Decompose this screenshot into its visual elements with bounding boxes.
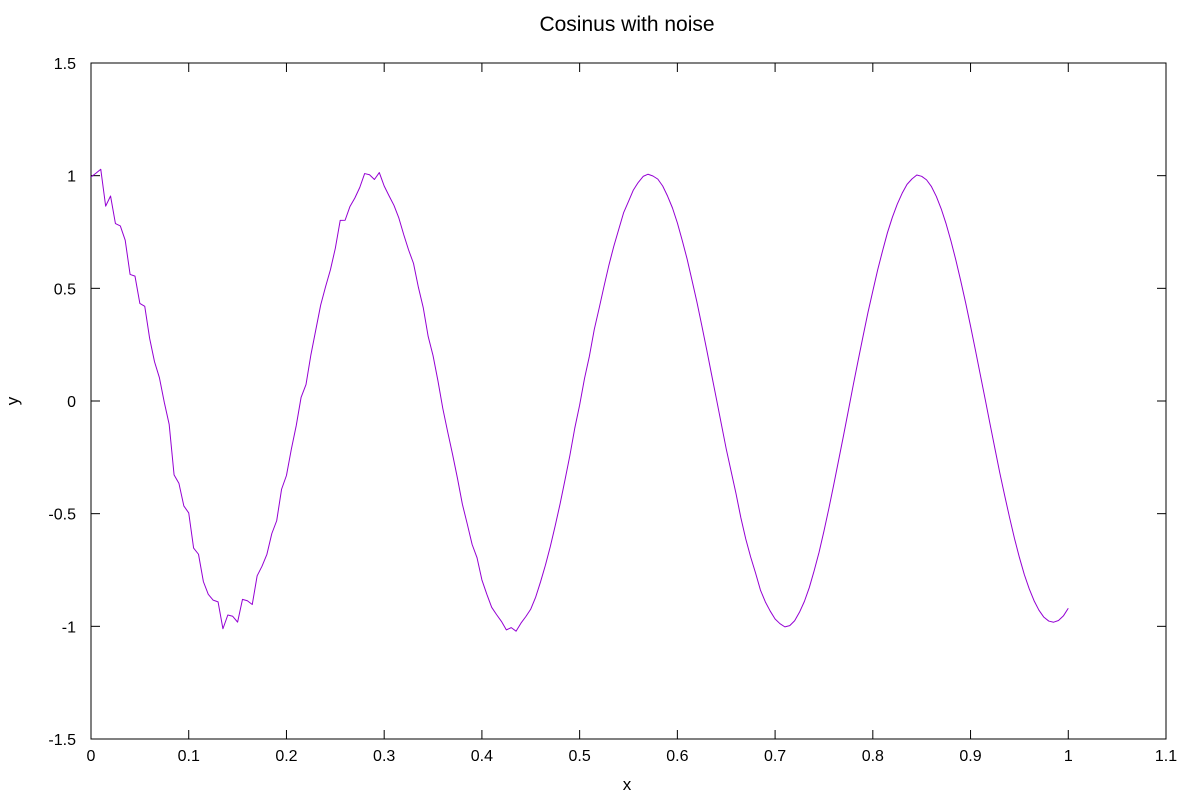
x-tick-label: 1.1 [1155,748,1177,765]
x-tick-label: 1 [1064,748,1073,765]
y-tick-label: 1.5 [54,56,76,73]
x-tick-label: 0.2 [275,748,297,765]
chart-title: Cosinus with noise [539,13,714,36]
y-tick-label: -1.5 [48,732,76,749]
x-axis-label: x [623,775,632,794]
y-tick-label: 0.5 [54,281,76,298]
plot-frame [90,62,1167,740]
x-tick-label: 0.8 [862,748,884,765]
y-tick-label: 0 [67,394,76,411]
y-tick-label: 1 [67,169,76,186]
x-tick-label: 0.7 [764,748,786,765]
x-tick-label: 0.9 [959,748,981,765]
y-axis-label: y [3,396,22,405]
x-tick-label: 0.4 [471,748,493,765]
x-tick-label: 0.3 [373,748,395,765]
x-tick-label: 0.1 [178,748,200,765]
data-series-line [90,168,1069,632]
x-tick-label: 0.5 [569,748,591,765]
y-tick-label: -1 [62,619,76,636]
x-tick-label: 0 [87,748,96,765]
x-axis: 0 0.1 0.2 0.3 0.4 0.5 0.6 0.7 0.8 0.9 1 1.1 [87,63,1177,765]
y-axis: -1.5 -1 -0.5 0 0.5 1 1.5 [48,56,1166,749]
x-tick-label: 0.6 [666,748,688,765]
y-tick-label: -0.5 [48,507,76,524]
